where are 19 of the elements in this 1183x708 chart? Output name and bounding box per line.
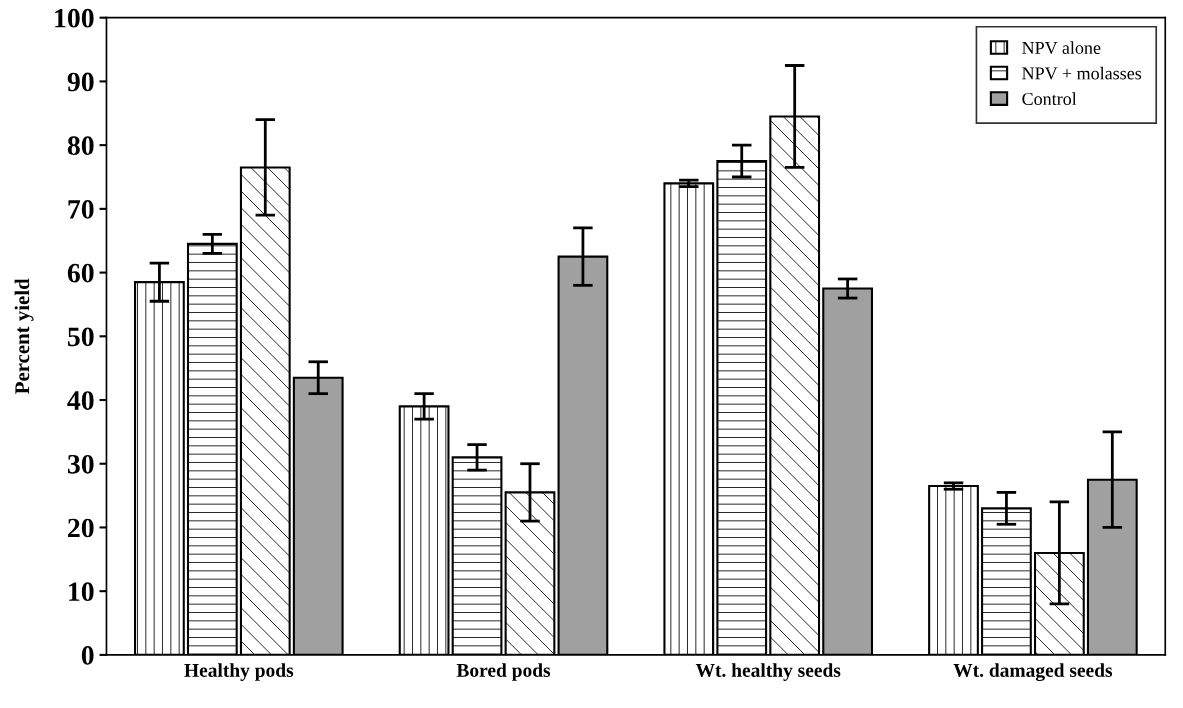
y-tick-label: 60 bbox=[67, 263, 94, 283]
y-tick-label: 80 bbox=[67, 136, 94, 156]
legend-label: NPV alone bbox=[1022, 41, 1101, 55]
y-tick-label: 10 bbox=[69, 582, 94, 602]
y-tick-label: 90 bbox=[67, 72, 94, 92]
legend-label: NPV + molasses bbox=[1022, 66, 1142, 80]
legend-label: Control bbox=[1022, 92, 1077, 106]
y-axis-title: Percent yield bbox=[14, 278, 34, 394]
y-tick-label: 20 bbox=[68, 518, 94, 538]
y-tick-label: 50 bbox=[68, 327, 94, 347]
x-tick-label: Healthy pods bbox=[184, 663, 294, 681]
x-tick-label: Wt. healthy seeds bbox=[695, 663, 841, 681]
y-tick-label: 30 bbox=[67, 454, 94, 474]
x-tick-label: Wt. damaged seeds bbox=[953, 663, 1113, 682]
x-tick-label: Bored pods bbox=[456, 663, 551, 681]
y-tick-label: 100 bbox=[55, 8, 94, 28]
y-tick-label: 70 bbox=[68, 200, 94, 219]
y-tick-label: 0 bbox=[81, 646, 94, 665]
y-tick-label: 40 bbox=[67, 391, 94, 410]
